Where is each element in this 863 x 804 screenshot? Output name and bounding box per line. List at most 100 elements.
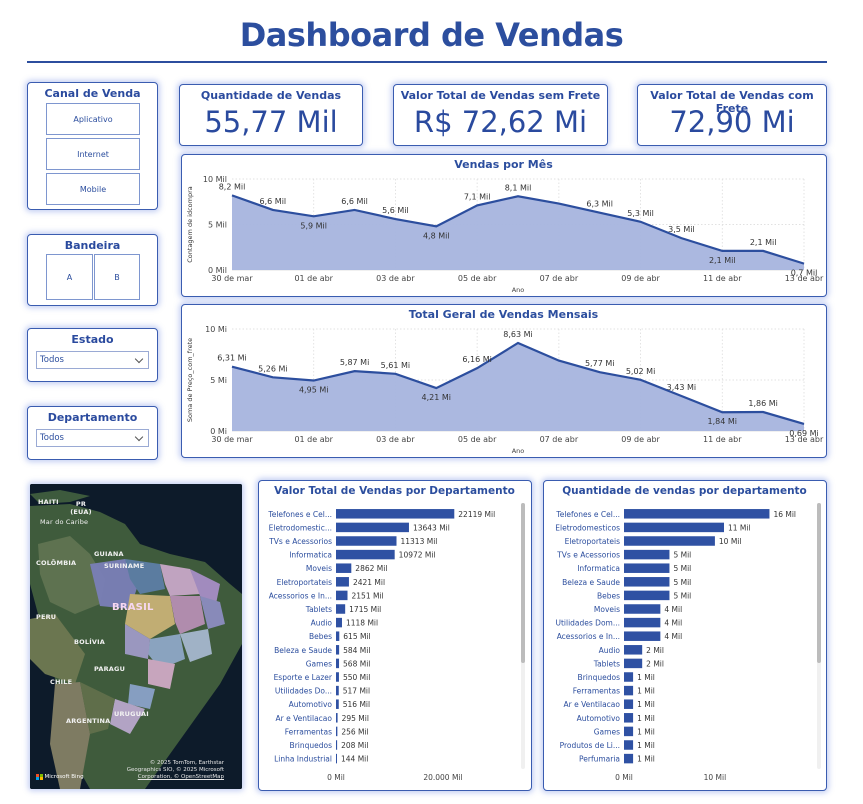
data-label: 2,1 Mil [750,238,777,247]
chart-title: Vendas por Mês [454,158,553,171]
canal-option-internet[interactable]: Internet [46,138,140,170]
category-label: Acessorios e In... [269,591,332,600]
data-label: 208 Mil [341,741,368,750]
bar [336,536,397,546]
kpi-sem-frete-label: Valor Total de Vendas sem Frete [400,89,601,102]
x-tick-label: 03 de abr [376,435,415,444]
bar [624,563,670,573]
bar [336,617,342,628]
x-tick-label: 05 de abr [458,435,497,444]
data-label: 4 Mil [664,632,682,641]
page-title: Dashboard de Vendas [239,16,624,54]
data-label: 6,6 Mil [341,197,368,206]
departamento-dropdown-value: Todos [40,433,64,443]
kpi-valor-sem-frete: Valor Total de Vendas sem Frete R$ 72,62… [393,84,608,146]
data-label: 5,26 Mi [258,364,287,373]
data-label: 4,8 Mil [423,231,450,240]
data-label: 5 Mil [673,564,691,573]
category-label: Acessorios e In... [557,632,620,641]
data-label: 10972 Mil [399,551,436,560]
chart-valor-por-departamento: Valor Total de Vendas por Departamento Te… [258,480,532,791]
y-tick-label: 5 Mi [210,376,227,385]
bandeira-option-a[interactable]: A [46,254,93,300]
category-label: Tablets [593,659,620,668]
category-label: Games [306,659,332,668]
chevron-down-icon [134,432,144,442]
data-label: 1,84 Mi [708,417,737,426]
data-label: 1 Mil [637,700,655,709]
data-label: 295 Mil [342,714,369,723]
area-fill [232,342,804,431]
bar [336,509,455,519]
data-label: 2862 Mil [355,564,387,573]
bar [624,685,634,696]
category-label: Games [594,727,620,736]
bar [336,699,339,709]
category-label: Brinquedos [578,673,621,682]
x-tick-label: 10 Mil [704,773,727,782]
kpi-com-frete-value: 72,90 Mi [669,105,795,139]
x-tick-label: 30 de mar [211,435,253,444]
departamento-dropdown[interactable]: Todos [36,429,149,447]
data-label: 5 Mil [673,591,691,600]
map-visual[interactable]: HAITI PR (EUA) Mar do Caribe COLÔMBIA GU… [30,484,242,789]
category-label: Ferramentas [573,687,620,696]
data-label: 6,6 Mil [260,197,287,206]
data-label: 4,95 Mi [299,386,328,395]
series-line [231,341,805,426]
data-label: 13643 Mil [413,523,450,532]
bar [624,645,643,655]
category-label: Ferramentas [285,727,332,736]
bandeira-option-b[interactable]: B [94,254,140,300]
data-label: 5,9 Mil [300,221,327,230]
map-label-paraguai: PARAGU [94,665,126,673]
chart-total-vendas-mensais: Total Geral de Vendas Mensais 0 Mi 5 Mi 10 … [181,304,827,458]
data-label: 6,16 Mi [462,355,491,364]
kpi-valor-com-frete: Valor Total de Vendas com Frete 72,90 Mi [637,84,827,146]
brazil-states [90,559,225,734]
bar [336,645,340,655]
bar [624,577,670,587]
y-tick-label: 10 Mil [203,175,227,184]
bar [624,549,670,560]
x-axis-label: Ano [512,447,525,455]
category-label: Utilidades Dom... [555,619,620,628]
scrollbar-thumb[interactable] [521,503,525,663]
chart-title: Quantidade de vendas por departamento [562,485,807,497]
bar [336,590,348,601]
canal-option-aplicativo[interactable]: Aplicativo [46,103,140,135]
data-label: 11 Mil [728,523,751,532]
y-axis-label: Contagem de idcompra [186,186,194,262]
bar-chart-svg: Valor Total de Vendas por Departamento Te… [267,485,514,782]
bar [624,509,770,519]
category-label: Automotivo [577,714,621,723]
estado-dropdown[interactable]: Todos [36,351,149,369]
data-label: 516 Mil [343,700,370,709]
bing-logo-icon [36,773,43,780]
chevron-down-icon [134,354,144,364]
x-tick-label: 01 de abr [294,435,333,444]
kpi-quantidade-vendas: Quantidade de Vendas 55,77 Mil [179,84,363,146]
data-label: 2151 Mil [352,591,384,600]
bar [336,577,349,587]
category-label: Brinquedos [290,741,333,750]
scrollbar-thumb[interactable] [817,503,821,663]
data-label: 22119 Mil [458,510,495,519]
canal-option-mobile[interactable]: Mobile [46,173,140,205]
data-label: 1,86 Mi [748,399,777,408]
slicer-bandeira: Bandeira A B [27,234,158,306]
category-label: Moveis [306,564,332,573]
bar [624,617,661,628]
data-label: 1 Mil [637,687,655,696]
category-label: Informatica [577,564,620,573]
data-label: 1 Mil [637,741,655,750]
y-axis-label: Soma de Preço_com_frete [186,338,194,422]
y-tick-label: 0 Mil [208,266,227,275]
category-label: Eletroportateis [277,578,332,587]
bar [336,604,346,614]
data-label: 1 Mil [637,755,655,764]
data-label: 144 Mil [341,755,368,764]
category-label: Bebes [597,591,620,600]
map-label-brasil: BRASIL [112,602,154,613]
bar [624,726,634,737]
